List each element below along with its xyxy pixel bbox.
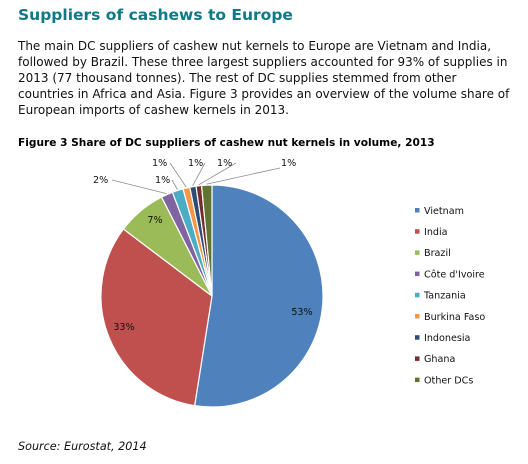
leader-line-tanzania	[171, 179, 178, 190]
legend-label-ghana: Ghana	[424, 354, 455, 365]
legend-label-tanzania: Tanzania	[423, 291, 466, 302]
leader-line-indonesia	[192, 162, 206, 186]
legend-label-brazil: Brazil	[424, 248, 451, 259]
leader-line-c-te-d-ivoire	[111, 179, 167, 194]
data-label-ghana: 1%	[217, 158, 232, 169]
legend-label-other-dcs: Other DCs	[424, 375, 473, 386]
legend-label-vietnam: Vietnam	[424, 206, 464, 217]
section-heading: Suppliers of cashews to Europe	[18, 6, 293, 24]
legend-label-indonesia: Indonesia	[424, 333, 470, 344]
data-label-india: 33%	[113, 322, 134, 333]
legend-swatch-tanzania	[415, 292, 420, 298]
data-label-other-dcs: 1%	[281, 158, 296, 169]
data-label-tanzania: 1%	[155, 175, 170, 186]
legend-swatch-c-te-d-ivoire	[415, 271, 420, 277]
data-label-indonesia: 1%	[188, 158, 203, 169]
legend-label-c-te-d-ivoire: Côte d'Ivoire	[424, 268, 485, 280]
data-label-burkina-faso: 1%	[152, 158, 167, 169]
legend-swatch-indonesia	[415, 335, 420, 340]
intro-paragraph: The main DC suppliers of cashew nut kern…	[18, 39, 510, 117]
legend-swatch-other-dcs	[415, 377, 420, 383]
data-label-brazil: 7%	[147, 215, 162, 226]
leader-line-burkina-faso	[169, 162, 187, 188]
pie-slice-vietnam	[193, 184, 324, 408]
data-label-vietnam: 53%	[291, 307, 312, 318]
pie-slice-india	[100, 228, 213, 407]
legend-label-india: India	[424, 227, 448, 238]
legend-swatch-brazil	[415, 250, 420, 255]
data-label-c-te-d-ivoire: 2%	[93, 175, 108, 186]
legend-label-burkina-faso: Burkina Faso	[424, 312, 485, 323]
legend-swatch-ghana	[415, 356, 420, 361]
legend-swatch-burkina-faso	[415, 314, 420, 319]
source-note: Source: Eurostat, 2014	[18, 440, 147, 453]
leader-line-other-dcs	[206, 167, 281, 185]
pie-slice-other-dcs	[200, 184, 213, 297]
leader-line-ghana	[198, 162, 237, 186]
figure-caption: Figure 3 Share of DC suppliers of cashew…	[18, 137, 435, 149]
legend-swatch-vietnam	[415, 208, 420, 213]
legend-swatch-india	[415, 229, 420, 234]
